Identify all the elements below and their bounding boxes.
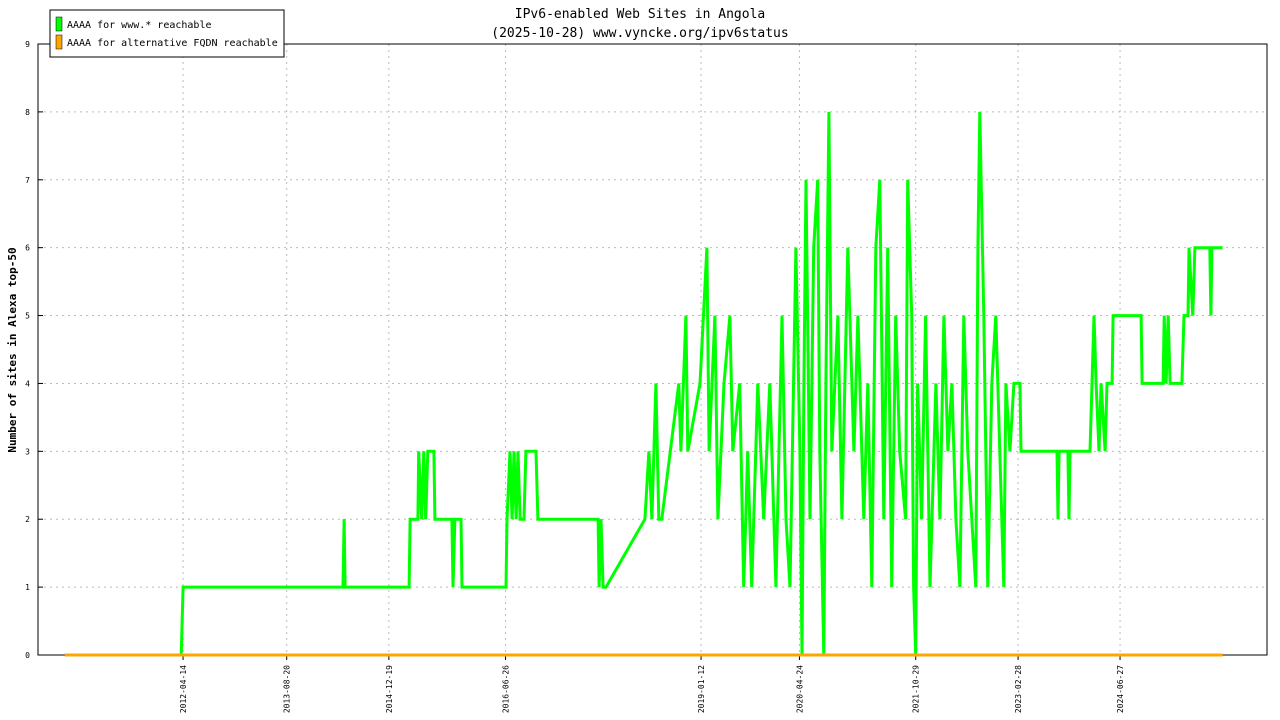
x-tick-label: 2021-10-29 bbox=[912, 665, 921, 713]
x-tick-label: 2023-02-28 bbox=[1014, 665, 1023, 713]
x-tick-label: 2024-06-27 bbox=[1116, 665, 1125, 713]
legend-box bbox=[49, 9, 285, 58]
x-tick-label: 2016-06-26 bbox=[502, 665, 511, 713]
plot-area: 0 1 2 3 4 5 6 7 8 9 2012-04-14 2013-08-20 2014-12-19… bbox=[25, 40, 1268, 713]
legend: AAAA for www.* reachable AAAA for alterna… bbox=[49, 9, 285, 58]
y-tick-label: 3 bbox=[25, 447, 30, 456]
y-tick-label: 8 bbox=[25, 108, 30, 117]
y-tick-label: 0 bbox=[25, 651, 30, 660]
y-tick-label: 9 bbox=[25, 40, 30, 49]
y-tick-label: 1 bbox=[25, 583, 30, 592]
y-tick-label: 7 bbox=[25, 176, 30, 185]
y-tick-label: 2 bbox=[25, 515, 30, 524]
x-tick-label: 2020-04-24 bbox=[795, 665, 804, 713]
x-tick-label: 2013-08-20 bbox=[283, 665, 292, 713]
y-tick-label: 5 bbox=[25, 312, 30, 321]
y-axis-label: Number of sites in Alexa top-50 bbox=[6, 247, 19, 452]
y-tick-label: 6 bbox=[25, 244, 30, 253]
chart-title: IPv6-enabled Web Sites in Angola bbox=[515, 7, 765, 22]
data-line bbox=[179, 111, 1223, 656]
chart-subtitle: (2025-10-28) www.vyncke.org/ipv6status bbox=[491, 26, 788, 41]
legend-label: AAAA for alternative FQDN reachable bbox=[67, 38, 278, 49]
legend-label: AAAA for www.* reachable bbox=[67, 20, 212, 31]
x-tick-label: 2019-01-12 bbox=[697, 665, 706, 713]
x-tick-label: 2012-04-14 bbox=[179, 665, 188, 713]
legend-swatch bbox=[55, 34, 63, 50]
legend-swatch bbox=[55, 16, 63, 32]
x-tick-label: 2014-12-19 bbox=[385, 665, 394, 713]
y-tick-label: 4 bbox=[25, 379, 30, 388]
